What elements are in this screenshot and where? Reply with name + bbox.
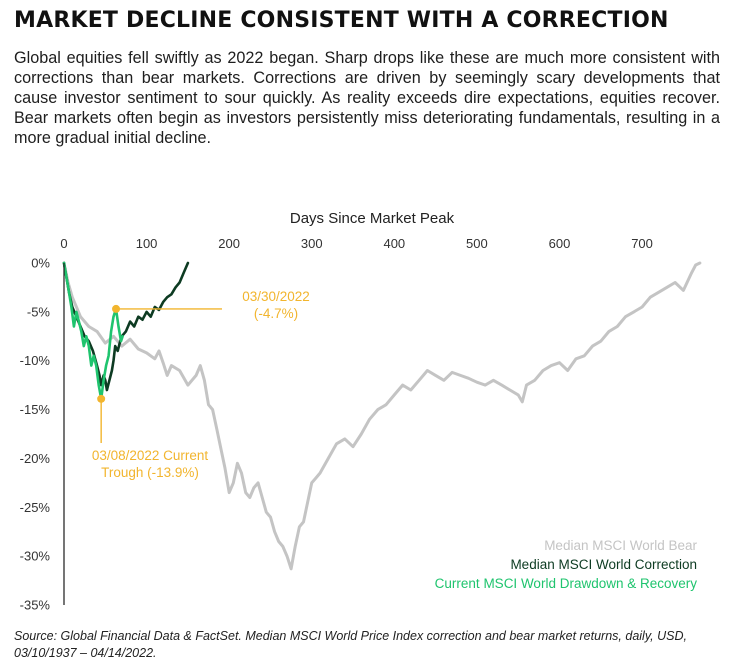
x-tick-label: 400 [383, 236, 405, 251]
y-tick-label: -35% [20, 598, 51, 613]
y-tick-label: -15% [20, 402, 51, 417]
chart-title: MARKET DECLINE CONSISTENT WITH A CORRECT… [14, 8, 669, 33]
x-tick-label: 100 [136, 236, 158, 251]
current-series-line [62, 261, 124, 401]
annotation-label: 03/08/2022 Current [92, 448, 209, 463]
x-tick-label: 500 [466, 236, 488, 251]
y-tick-label: -25% [20, 500, 51, 515]
x-tick-label: 700 [631, 236, 653, 251]
y-tick-label: 0% [31, 256, 50, 271]
description-paragraph: Global equities fell swiftly as 2022 beg… [14, 49, 720, 147]
x-tick-label: 200 [218, 236, 240, 251]
legend-entry-correction: Median MSCI World Correction [510, 557, 697, 572]
x-tick-label: 600 [549, 236, 571, 251]
y-tick-label: -30% [20, 549, 51, 564]
legend-entry-current: Current MSCI World Drawdown & Recovery [435, 576, 698, 591]
line-chart: Days Since Market Peak 0 100 200 300 400 500 60… [20, 210, 702, 613]
annotation-marker [97, 394, 106, 403]
annotation-marker [112, 304, 121, 313]
x-axis-title: Days Since Market Peak [290, 210, 455, 227]
annotation-label: 03/30/2022 [242, 289, 310, 304]
bear-series-line [62, 261, 702, 571]
annotation-label: Trough (-13.9%) [101, 465, 199, 480]
y-tick-label: -10% [20, 353, 51, 368]
x-tick-label: 300 [301, 236, 323, 251]
source-note: Source: Global Financial Data & FactSet.… [14, 629, 687, 660]
y-tick-label: -5% [27, 304, 51, 319]
annotation-label: (-4.7%) [254, 306, 298, 321]
y-tick-label: -20% [20, 451, 51, 466]
legend-entry-bear: Median MSCI World Bear [544, 538, 697, 553]
x-tick-label: 0 [60, 236, 67, 251]
